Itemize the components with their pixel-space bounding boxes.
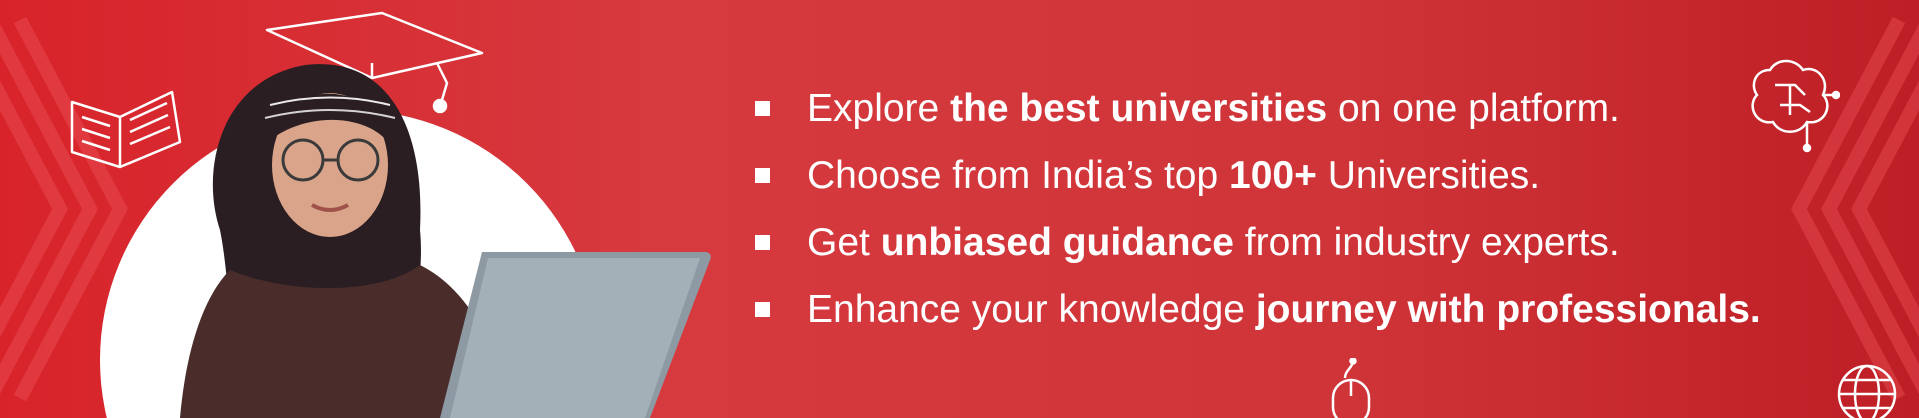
graduation-cap-icon	[265, 11, 484, 114]
bullet-square-icon	[755, 101, 770, 116]
feature-item: Enhance your knowledge journey with prof…	[755, 276, 1761, 343]
open-book-icon	[70, 90, 182, 169]
circuit-brain-icon	[1751, 59, 1840, 153]
feature-item: Explore the best universities on one pla…	[755, 75, 1761, 142]
feature-text: Choose from India’s top 100+ Universitie…	[807, 154, 1541, 197]
bullet-square-icon	[755, 302, 770, 317]
right-chevron-pattern	[1791, 16, 1919, 402]
left-chevron-pattern	[0, 16, 128, 402]
feature-list: Explore the best universities on one pla…	[755, 75, 1761, 343]
feature-text: Get unbiased guidance from industry expe…	[807, 221, 1620, 264]
feature-text: Enhance your knowledge journey with prof…	[807, 288, 1761, 331]
student-with-laptop-illustration	[180, 64, 711, 418]
feature-item: Choose from India’s top 100+ Universitie…	[755, 142, 1761, 209]
bullet-square-icon	[755, 168, 770, 183]
bullet-square-icon	[755, 235, 770, 250]
feature-item: Get unbiased guidance from industry expe…	[755, 209, 1761, 276]
feature-text: Explore the best universities on one pla…	[807, 87, 1620, 130]
globe-icon	[1837, 364, 1897, 418]
computer-mouse-icon	[1331, 358, 1371, 418]
